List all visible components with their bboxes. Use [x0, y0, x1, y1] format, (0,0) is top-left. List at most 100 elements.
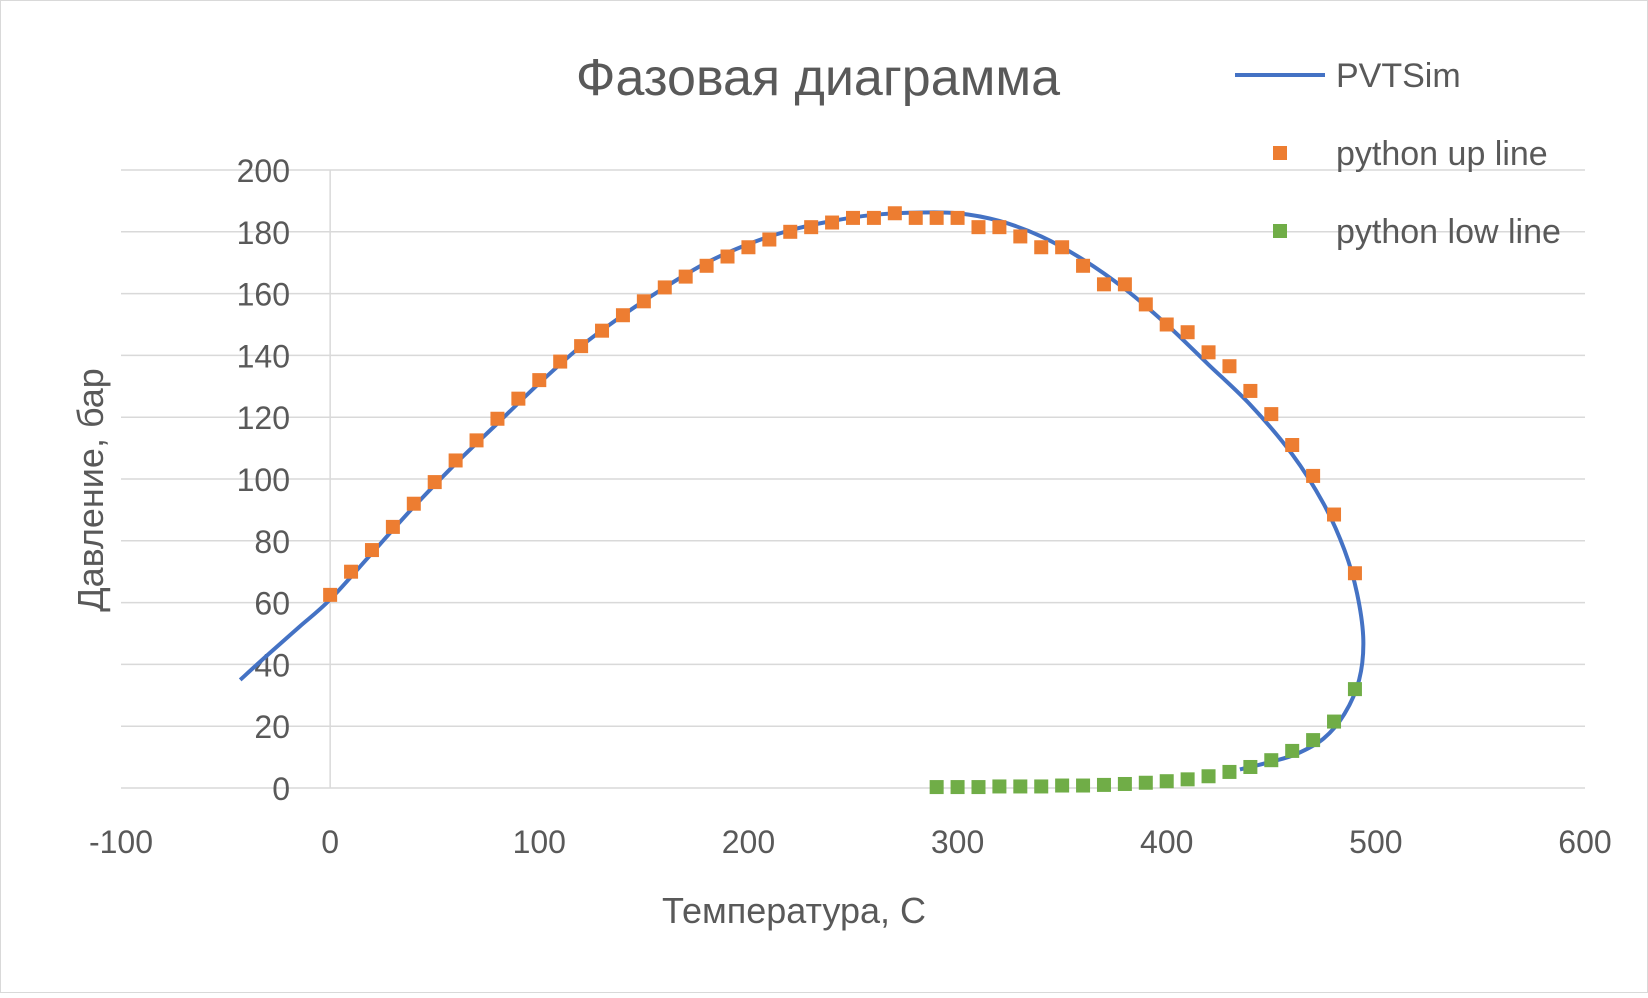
data-point — [532, 373, 547, 388]
legend-label: python up line — [1336, 135, 1548, 173]
series-python-low-line — [929, 682, 1362, 795]
legend: PVTSim python up line python low line — [1235, 57, 1561, 251]
x-tick-label: 0 — [321, 824, 339, 860]
legend-label: PVTSim — [1336, 57, 1461, 95]
data-point — [825, 215, 840, 230]
y-tick-label: 180 — [237, 215, 290, 251]
data-point — [490, 411, 505, 426]
data-point — [929, 780, 944, 795]
data-point — [1201, 769, 1216, 784]
data-point — [344, 564, 359, 579]
data-point — [908, 210, 923, 225]
x-tick-label: 200 — [722, 824, 775, 860]
data-point — [1264, 407, 1279, 422]
data-point — [1076, 258, 1091, 273]
gridlines — [121, 169, 1585, 789]
data-point — [1117, 776, 1132, 791]
data-point — [1327, 507, 1342, 522]
data-point — [804, 220, 819, 235]
data-point — [657, 280, 672, 295]
data-point — [1222, 764, 1237, 779]
data-point — [1347, 682, 1362, 697]
data-point — [971, 220, 986, 235]
data-point — [1013, 229, 1028, 244]
data-point — [1013, 779, 1028, 794]
data-point — [1306, 468, 1321, 483]
y-tick-label: 140 — [237, 338, 290, 374]
data-point — [1180, 325, 1195, 340]
x-tick-label: 500 — [1349, 824, 1402, 860]
data-point — [1034, 240, 1049, 255]
data-point — [866, 210, 881, 225]
data-point — [574, 339, 589, 354]
legend-label: python low line — [1336, 213, 1561, 251]
data-point — [636, 294, 651, 309]
data-point — [1138, 775, 1153, 790]
data-point — [448, 453, 463, 468]
data-point — [783, 224, 798, 239]
data-point — [1222, 359, 1237, 374]
data-point — [1243, 383, 1258, 398]
y-tick-label: 160 — [237, 277, 290, 313]
data-point — [1285, 438, 1300, 453]
data-point — [1034, 779, 1049, 794]
data-point — [1264, 753, 1279, 768]
data-point — [1243, 759, 1258, 774]
data-point — [1096, 277, 1111, 292]
data-point — [595, 323, 610, 338]
x-tick-label: -100 — [89, 824, 153, 860]
data-point — [1347, 566, 1362, 581]
data-point — [1201, 345, 1216, 360]
data-point — [741, 240, 756, 255]
data-point — [1096, 777, 1111, 792]
data-point — [364, 543, 379, 558]
data-point — [1159, 317, 1174, 332]
data-point — [720, 249, 735, 264]
data-point — [992, 220, 1007, 235]
data-point — [1306, 733, 1321, 748]
data-point — [699, 258, 714, 273]
x-tick-label: 400 — [1140, 824, 1193, 860]
data-point — [762, 232, 777, 247]
data-point — [1159, 774, 1174, 789]
data-point — [385, 519, 400, 534]
y-tick-label: 0 — [272, 771, 290, 807]
y-axis-title: Давление, бар — [70, 368, 111, 612]
data-point — [615, 308, 630, 323]
data-point — [846, 210, 860, 225]
data-point — [887, 206, 902, 221]
legend-entry: python low line — [1273, 213, 1561, 251]
data-point — [323, 587, 338, 602]
y-tick-label: 200 — [237, 153, 290, 189]
data-point — [511, 391, 526, 406]
y-tick-label: 20 — [254, 709, 290, 745]
y-tick-label: 80 — [254, 524, 290, 560]
series-python-up-line — [323, 206, 1362, 602]
y-tick-label: 120 — [237, 400, 290, 436]
data-point — [950, 780, 965, 795]
data-point — [1117, 277, 1132, 292]
plot-series — [238, 206, 1366, 795]
data-point — [1055, 778, 1070, 793]
x-tick-label: 300 — [931, 824, 984, 860]
data-point — [678, 269, 693, 284]
legend-entry: python up line — [1273, 135, 1548, 173]
data-point — [1327, 714, 1342, 729]
data-point — [1055, 240, 1070, 255]
x-tick-label: 600 — [1558, 824, 1611, 860]
data-point — [469, 433, 484, 448]
data-point — [1180, 772, 1195, 787]
legend-swatch-marker — [1273, 224, 1287, 238]
y-tick-label: 100 — [237, 462, 290, 498]
chart-title: Фазовая диаграмма — [576, 49, 1060, 107]
x-axis-title: Температура, С — [662, 890, 926, 931]
data-point — [1138, 297, 1153, 312]
data-point — [427, 475, 442, 490]
data-point — [1285, 743, 1300, 758]
legend-swatch-marker — [1273, 146, 1287, 160]
data-point — [929, 210, 944, 225]
